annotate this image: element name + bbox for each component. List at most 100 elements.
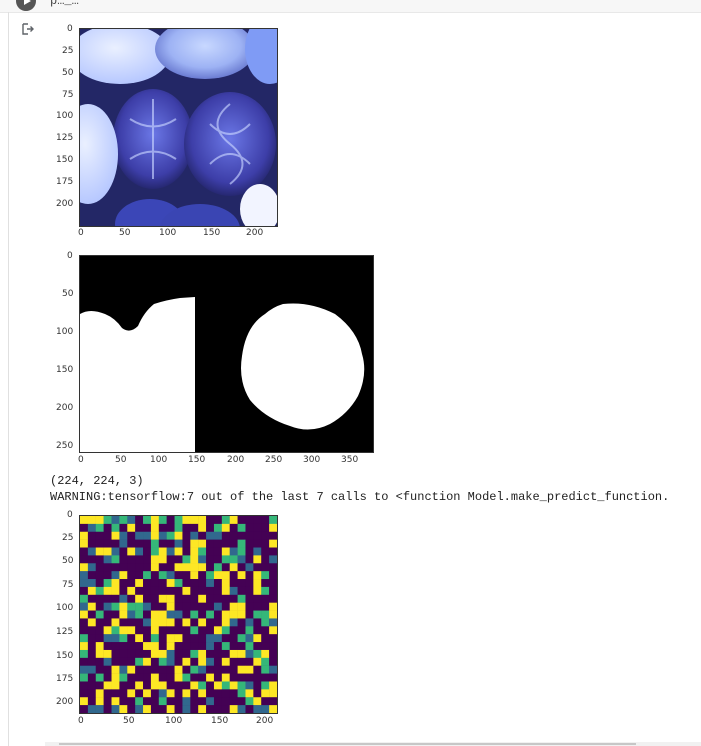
heatmap-cell: [198, 665, 207, 674]
heatmap-cell: [245, 642, 254, 651]
heatmap-cell: [127, 531, 136, 540]
figure-heatmap: 0 25 50 75 100 125 150 175 200 0 50 100 …: [45, 510, 295, 746]
heatmap-cell: [95, 516, 104, 525]
heatmap-cell: [229, 673, 238, 682]
heatmap-cell: [119, 516, 128, 525]
y-tick: 125: [56, 133, 74, 143]
heatmap-cell: [111, 539, 120, 548]
heatmap-cell: [198, 689, 207, 698]
heatmap-cell: [269, 602, 277, 611]
heatmap-cell: [80, 657, 89, 666]
mooncake-image: [80, 29, 277, 226]
heatmap-cell: [80, 547, 89, 556]
heatmap-cell: [174, 594, 183, 603]
heatmap-cell: [229, 563, 238, 572]
heatmap-cell: [127, 586, 136, 595]
heatmap-cell: [135, 657, 144, 666]
heatmap-cell: [111, 618, 120, 627]
heatmap-cell: [119, 626, 128, 635]
heatmap-cell: [206, 539, 215, 548]
heatmap-cell: [127, 642, 136, 651]
heatmap-cell: [127, 516, 136, 525]
x-tick: 100: [165, 716, 183, 726]
heatmap-cell: [237, 642, 246, 651]
heatmap-cell: [221, 539, 230, 548]
heatmap-cell: [269, 571, 277, 580]
heatmap-cell: [111, 673, 120, 682]
heatmap-cell: [213, 649, 223, 659]
heatmap-cell: [245, 594, 254, 603]
heatmap-cell: [206, 523, 215, 532]
heatmap-cell: [245, 555, 254, 564]
heatmap-cell: [206, 642, 215, 651]
heatmap-cell: [87, 642, 96, 651]
heatmap-cell: [135, 673, 144, 682]
heatmap-cell: [245, 571, 254, 580]
heatmap-cell: [87, 681, 96, 690]
scrollbar-thumb[interactable]: [59, 743, 636, 745]
heatmap-cell: [135, 649, 144, 659]
heatmap-cell: [221, 697, 230, 706]
y-tick: 0: [67, 251, 73, 261]
heatmap-cell: [95, 610, 104, 619]
heatmap-cell: [190, 579, 199, 588]
heatmap-cell: [182, 563, 191, 572]
heatmap-cell: [166, 649, 175, 659]
heatmap-cell: [198, 657, 207, 666]
heatmap-cell: [245, 649, 254, 659]
photo-cake-bottomright: [160, 204, 240, 226]
heatmap-cell: [174, 555, 183, 564]
heatmap-cell: [158, 547, 167, 556]
heatmap-cell: [245, 626, 254, 635]
heatmap-cell: [150, 563, 159, 572]
heatmap-cell: [166, 626, 175, 635]
heatmap-cell: [143, 547, 152, 556]
heatmap-cell: [166, 665, 175, 674]
heatmap-cell: [245, 539, 254, 548]
heatmap-cell: [150, 665, 159, 674]
heatmap-cell: [111, 649, 120, 659]
heatmap-cell: [166, 547, 175, 556]
heatmap-cell: [80, 634, 89, 643]
heatmap-cell: [253, 634, 262, 643]
output-redirect-icon[interactable]: [21, 22, 35, 36]
heatmap-cell: [80, 602, 89, 611]
heatmap-cell: [127, 563, 136, 572]
output-area: 0 25 50 75 100 125 150 175 200 0 50 100 …: [45, 12, 701, 746]
heatmap-cell: [261, 523, 270, 532]
heatmap-cell: [213, 626, 223, 635]
heatmap-cell: [206, 602, 215, 611]
heatmap-cell: [213, 642, 223, 651]
heatmap-cell: [135, 634, 144, 643]
heatmap-cell: [143, 523, 152, 532]
heatmap-cell: [143, 642, 152, 651]
heatmap-cell: [80, 689, 89, 698]
heatmap-cell: [237, 547, 246, 556]
heatmap-cell: [166, 539, 175, 548]
heatmap-cell: [206, 586, 215, 595]
x-tick: 300: [303, 455, 321, 465]
heatmap-cell: [111, 634, 120, 643]
heatmap-cell: [87, 579, 96, 588]
heatmap-cell: [198, 610, 207, 619]
heatmap-cell: [221, 602, 230, 611]
heatmap-cell: [166, 571, 175, 580]
heatmap-cell: [221, 649, 230, 659]
heatmap-cell: [229, 571, 238, 580]
heatmap-cell: [253, 673, 262, 682]
heatmap-cell: [143, 586, 152, 595]
heatmap-cell: [261, 516, 270, 525]
y-tick: 125: [56, 627, 74, 637]
heatmap-cell: [127, 697, 136, 706]
heatmap-cell: [119, 610, 128, 619]
heatmap-cell: [198, 649, 207, 659]
run-button[interactable]: [16, 0, 36, 11]
heatmap-cell: [143, 649, 152, 659]
heatmap-cell: [158, 634, 167, 643]
heatmap-cell: [150, 657, 159, 666]
heatmap-cell: [119, 657, 128, 666]
heatmap-cell: [269, 610, 277, 619]
heatmap-cell: [198, 673, 207, 682]
heatmap-cell: [182, 594, 191, 603]
heatmap-cell: [95, 705, 104, 713]
